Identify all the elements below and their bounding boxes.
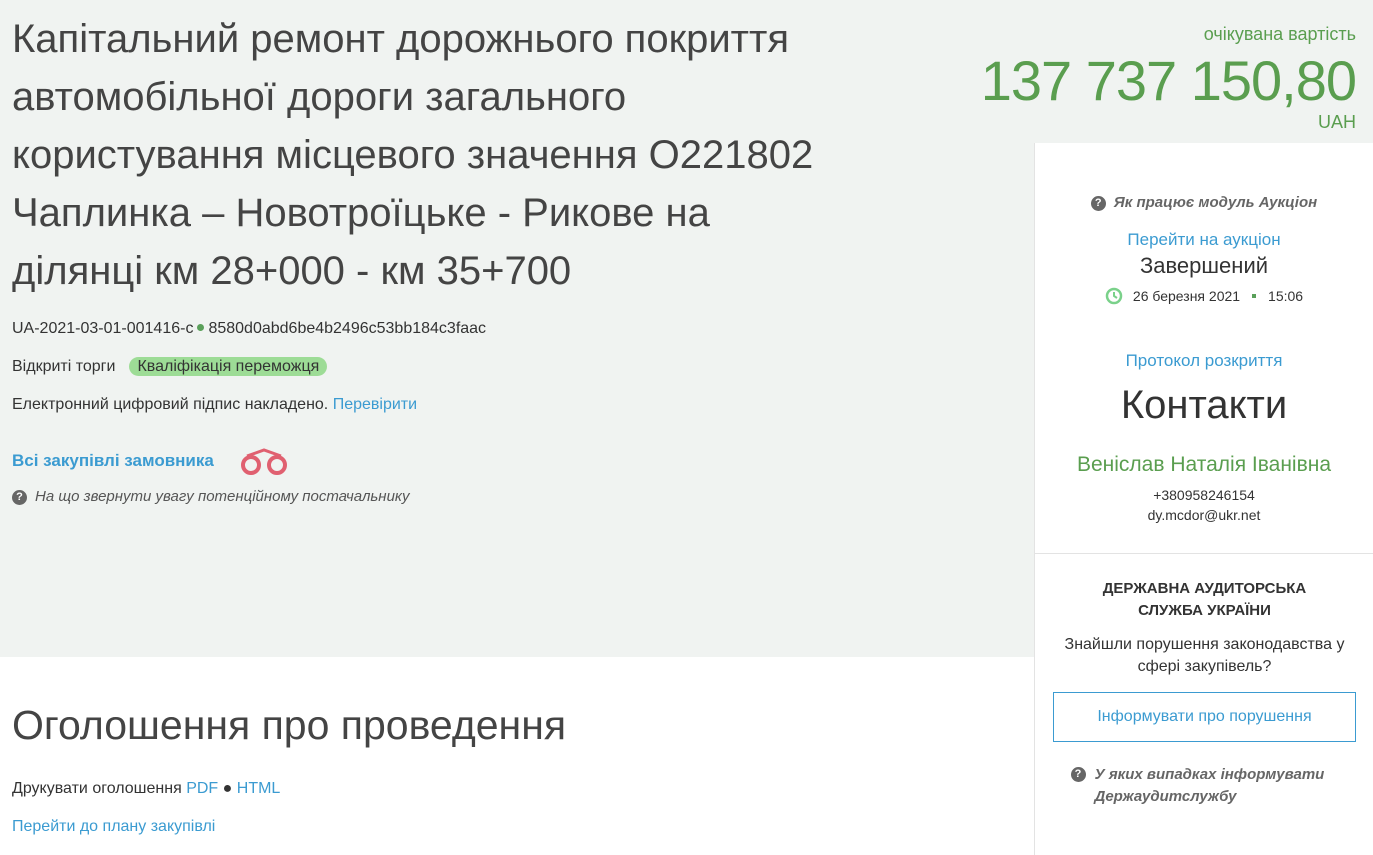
print-label: Друкувати оголошення: [12, 780, 182, 797]
all-purchases-link[interactable]: Всі закупівлі замовника: [12, 451, 214, 470]
tender-type-row: Відкриті торги Кваліфікація переможця: [12, 356, 872, 378]
auction-section: ? Як працює модуль Аукціон Перейти на аук…: [1035, 143, 1373, 525]
audit-question: Знайшли порушення законодавства у сфері …: [1064, 636, 1345, 675]
audit-section: ДЕРЖАВНА АУДИТОРСЬКА СЛУЖБА УКРАЇНИ Знай…: [1035, 553, 1373, 808]
tender-title: Капітальний ремонт дорожнього покриття а…: [12, 17, 814, 293]
status-badge: Кваліфікація переможця: [129, 357, 328, 376]
supplier-hint[interactable]: ? На що звернути увагу потенційному поста…: [12, 486, 872, 508]
print-html-link[interactable]: HTML: [236, 780, 281, 797]
all-purchases-row: Всі закупівлі замовника: [12, 446, 872, 476]
question-icon: ?: [1070, 767, 1086, 782]
tender-hash: 8580d0abd6be4b2496c53bb184c3faac: [208, 320, 487, 337]
price-currency: UAH: [1317, 112, 1356, 132]
announcement-section: Оголошення про проведення Друкувати огол…: [12, 700, 1012, 838]
auction-datetime: 26 березня 2021 15:06: [1035, 286, 1373, 306]
announcement-title: Оголошення про проведення: [12, 702, 567, 748]
contact-phone: +380958246154: [1153, 487, 1255, 503]
audit-help-text: У яких випадках інформувати Держаудитслу…: [1094, 766, 1325, 805]
auction-status: Завершений: [1139, 253, 1269, 278]
go-to-auction-link[interactable]: Перейти на аукціон: [1127, 230, 1281, 249]
dot-separator: [1252, 294, 1257, 298]
tender-ids: UA-2021-03-01-001416-c 8580d0abd6be4b2496…: [12, 318, 872, 340]
sidebar-panel: ? Як працює модуль Аукціон Перейти на аук…: [1034, 143, 1373, 855]
audit-help[interactable]: ? У яких випадках інформувати Держаудитсл…: [1070, 764, 1335, 808]
tender-id: UA-2021-03-01-001416-c: [12, 320, 194, 337]
tender-info: Капітальний ремонт дорожнього покриття а…: [12, 10, 872, 508]
verify-signature-link[interactable]: Перевірити: [332, 396, 418, 413]
auction-help[interactable]: ? Як працює модуль Аукціон: [1035, 193, 1373, 213]
audit-title: ДЕРЖАВНА АУДИТОРСЬКА СЛУЖБА УКРАЇНИ: [1102, 580, 1307, 619]
print-row: Друкувати оголошення PDF ● HTML: [12, 778, 1012, 800]
price-value: 137 737 150,80: [980, 49, 1357, 112]
supplier-hint-text: На що звернути увагу потенційному постач…: [35, 488, 410, 505]
report-violation-button[interactable]: Інформувати про порушення: [1053, 692, 1356, 742]
auction-help-text: Як працює модуль Аукціон: [1113, 194, 1318, 211]
question-icon: ?: [1090, 196, 1106, 211]
signature-text: Електронний цифровий підпис накладено.: [12, 396, 329, 413]
signature-row: Електронний цифровий підпис накладено. П…: [12, 394, 872, 416]
print-pdf-link[interactable]: PDF: [186, 780, 219, 797]
opening-protocol-link[interactable]: Протокол розкриття: [1125, 351, 1283, 370]
binoculars-icon[interactable]: [237, 446, 293, 476]
bullet-separator: ●: [222, 780, 233, 797]
contact-name: Веніслав Наталія Іванівна: [1076, 453, 1332, 476]
procedure-type: Відкриті торги: [12, 358, 116, 375]
procurement-plan-link[interactable]: Перейти до плану закупівлі: [12, 818, 216, 835]
dot-separator: [197, 324, 205, 331]
plan-row: Перейти до плану закупівлі: [12, 816, 1012, 838]
clock-icon: [1105, 287, 1123, 305]
auction-time: 15:06: [1268, 288, 1304, 304]
contact-email: dy.mcdor@ukr.net: [1147, 507, 1261, 523]
auction-date: 26 березня 2021: [1132, 288, 1241, 304]
question-icon: ?: [12, 490, 27, 505]
price-label: очікувана вартість: [1203, 24, 1356, 44]
contacts-title: Контакти: [1120, 383, 1288, 427]
